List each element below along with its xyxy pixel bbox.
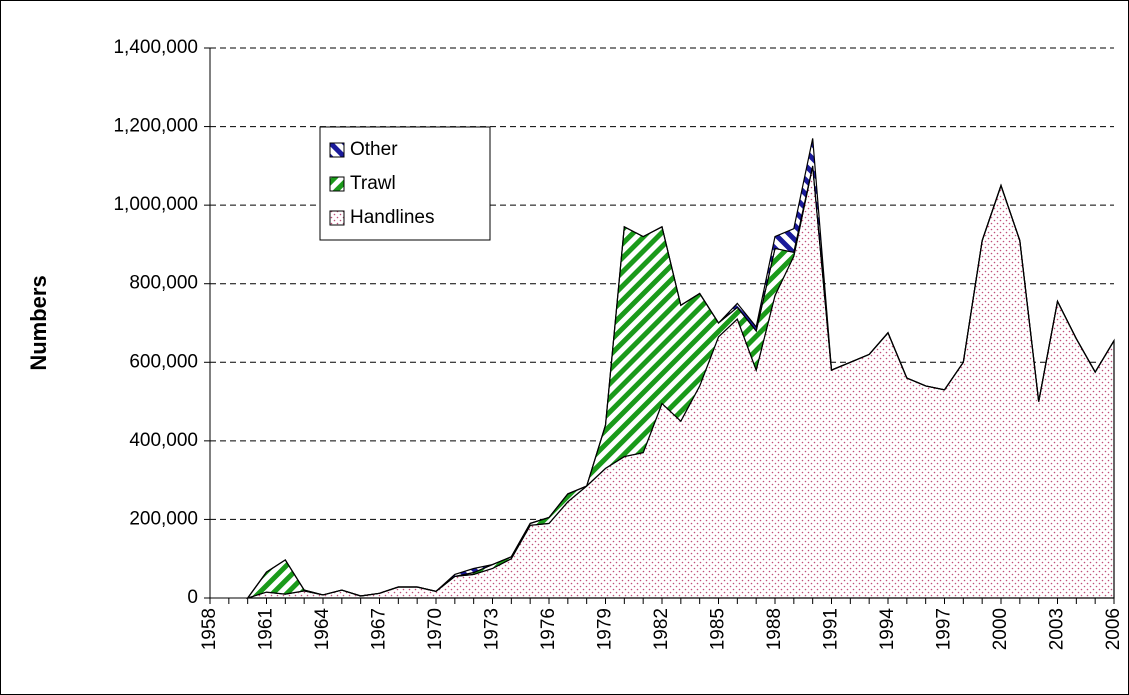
x-tick-label: 1976 bbox=[538, 608, 559, 650]
x-tick-label: 1985 bbox=[708, 608, 729, 650]
legend-swatch bbox=[329, 176, 345, 192]
x-tick-label: 1988 bbox=[764, 608, 785, 650]
legend-label: Other bbox=[350, 139, 398, 160]
y-tick-label: 1,200,000 bbox=[113, 116, 198, 137]
x-tick-label: 1982 bbox=[651, 608, 672, 650]
x-tick-label: 1994 bbox=[877, 608, 898, 651]
y-tick-label: 800,000 bbox=[129, 273, 198, 294]
x-tick-label: 2006 bbox=[1103, 608, 1124, 650]
legend-label: Trawl bbox=[350, 173, 396, 194]
x-tick-label: 1979 bbox=[595, 608, 616, 650]
y-tick-label: 1,000,000 bbox=[113, 194, 198, 215]
y-tick-label: 1,400,000 bbox=[113, 37, 198, 58]
y-tick-label: 400,000 bbox=[129, 430, 198, 451]
x-tick-label: 2003 bbox=[1047, 608, 1068, 650]
y-tick-label: 0 bbox=[187, 587, 198, 608]
y-tick-label: 600,000 bbox=[129, 351, 198, 372]
x-tick-label: 2000 bbox=[990, 608, 1011, 650]
y-tick-label: 200,000 bbox=[129, 508, 198, 529]
x-tick-label: 1961 bbox=[256, 608, 277, 650]
legend-box bbox=[319, 126, 491, 241]
legend-swatch bbox=[329, 210, 345, 226]
x-tick-label: 1970 bbox=[425, 608, 446, 650]
x-tick-label: 1973 bbox=[482, 608, 503, 650]
legend-label: Handlines bbox=[350, 207, 435, 228]
legend-swatch bbox=[329, 142, 345, 158]
x-tick-label: 1967 bbox=[369, 608, 390, 650]
x-tick-label: 1991 bbox=[821, 608, 842, 650]
legend: Other Trawl Handlines bbox=[319, 126, 491, 241]
area-2 bbox=[247, 138, 1115, 599]
y-axis-title: Numbers bbox=[26, 275, 51, 370]
x-tick-label: 1997 bbox=[934, 608, 955, 650]
x-tick-label: 1964 bbox=[312, 608, 333, 651]
x-tick-label: 1958 bbox=[199, 608, 220, 650]
